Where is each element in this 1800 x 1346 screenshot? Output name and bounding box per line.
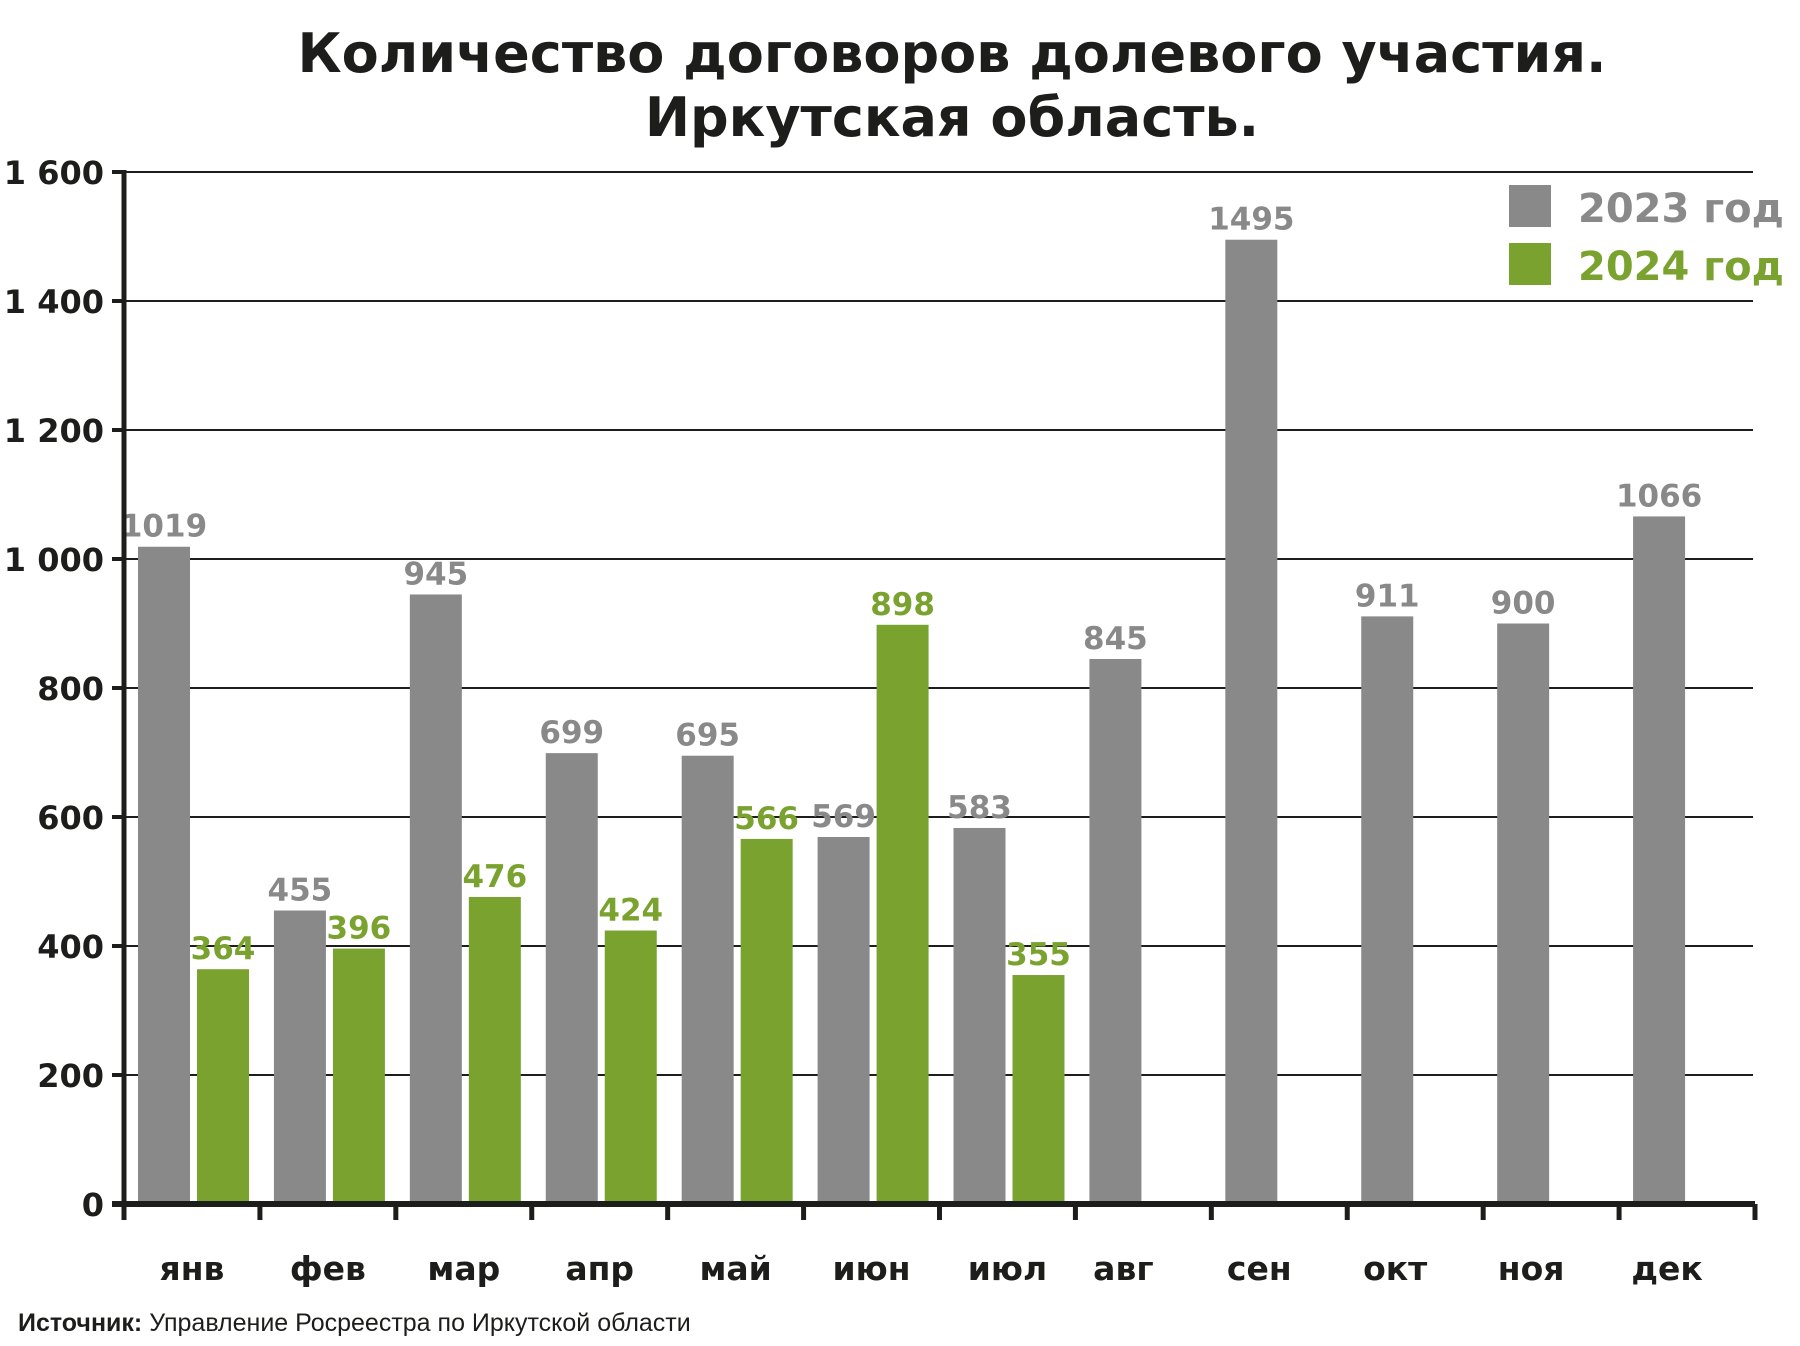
bar-2023-июл <box>953 827 1006 1204</box>
y-tick-label: 400 <box>37 928 104 966</box>
x-tick-label: фев <box>290 1249 366 1288</box>
data-label: 699 <box>539 715 604 751</box>
bar-2023-сен <box>1225 239 1278 1205</box>
y-tick-label: 200 <box>37 1057 104 1095</box>
x-tick-label: янв <box>160 1249 225 1288</box>
data-label: 355 <box>1006 937 1071 973</box>
data-label: 424 <box>598 893 663 929</box>
data-label: 695 <box>675 718 740 754</box>
data-label: 845 <box>1083 621 1148 657</box>
bar-2023-ноя <box>1497 623 1550 1204</box>
x-tick-label: авг <box>1093 1249 1153 1288</box>
bar-2023-фев <box>273 910 326 1204</box>
x-tick-label: дек <box>1631 1249 1702 1288</box>
bar-2023-окт <box>1361 616 1414 1204</box>
data-label: 583 <box>947 790 1012 826</box>
bar-2024-мар <box>468 896 521 1204</box>
y-tick-label: 0 <box>82 1186 104 1224</box>
data-label: 476 <box>462 859 527 895</box>
bar-2023-мар <box>409 594 462 1204</box>
data-label: 455 <box>268 873 333 909</box>
legend-label: 2023 год <box>1578 186 1784 232</box>
x-tick-label: сен <box>1227 1249 1292 1288</box>
bar-2024-июл <box>1012 975 1065 1204</box>
bar-2024-июн <box>876 624 929 1204</box>
chart-title-line-2: Иркутская область. <box>645 86 1259 149</box>
data-label: 566 <box>734 801 799 837</box>
data-label: 1019 <box>121 509 207 545</box>
chart-title-line-1: Количество договоров долевого участия. <box>297 22 1606 85</box>
source-note: Источник: Управление Росреестра по Иркут… <box>18 1309 691 1337</box>
bar-2024-фев <box>332 948 385 1204</box>
legend-swatch <box>1509 185 1551 227</box>
source-label: Источник: <box>18 1309 142 1337</box>
legend-label: 2024 год <box>1578 244 1784 290</box>
data-label: 898 <box>870 587 935 623</box>
y-tick-label: 1 600 <box>4 154 104 192</box>
data-label: 945 <box>403 556 468 592</box>
x-tick-label: июн <box>833 1249 911 1288</box>
x-tick-label: ноя <box>1498 1249 1565 1288</box>
data-label: 911 <box>1355 578 1420 614</box>
x-tick-label: июл <box>968 1249 1047 1288</box>
data-label: 569 <box>811 799 876 835</box>
data-label: 900 <box>1491 586 1556 622</box>
y-tick-label: 1 000 <box>4 541 104 579</box>
data-label: 1495 <box>1208 202 1294 238</box>
data-label: 1066 <box>1616 478 1702 514</box>
bar-2024-май <box>740 838 793 1204</box>
data-label: 396 <box>327 911 392 947</box>
bar-2023-апр <box>545 753 598 1204</box>
x-tick-label: апр <box>565 1249 634 1288</box>
x-tick-label: мар <box>427 1249 500 1288</box>
bar-2023-дек <box>1633 516 1686 1204</box>
bar-2023-май <box>681 755 734 1204</box>
bar-2024-янв <box>197 969 249 1204</box>
y-tick-label: 800 <box>37 670 104 708</box>
bar-2024-апр <box>604 930 657 1204</box>
source-text: Управление Росреестра по Иркутской облас… <box>149 1309 691 1337</box>
y-tick-label: 600 <box>37 799 104 837</box>
y-tick-label: 1 400 <box>4 283 104 321</box>
y-tick-label: 1 200 <box>4 412 104 450</box>
bar-2023-июн <box>817 836 870 1204</box>
x-tick-label: май <box>699 1249 771 1288</box>
bar-2023-янв <box>138 546 190 1204</box>
bar-2023-авг <box>1089 658 1142 1204</box>
data-label: 364 <box>191 931 256 967</box>
legend-swatch <box>1509 243 1551 285</box>
x-tick-label: окт <box>1363 1249 1427 1288</box>
